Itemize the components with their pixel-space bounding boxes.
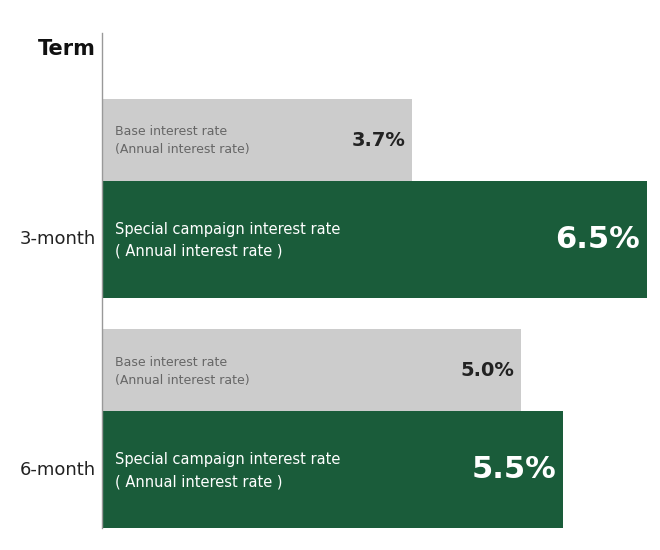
Text: (Annual interest rate): (Annual interest rate) — [115, 144, 250, 156]
Bar — [102, 99, 412, 181]
Text: Special campaign interest rate: Special campaign interest rate — [115, 452, 341, 468]
Text: 6.5%: 6.5% — [556, 225, 640, 254]
Text: ( Annual interest rate ): ( Annual interest rate ) — [115, 244, 283, 259]
Text: Special campaign interest rate: Special campaign interest rate — [115, 222, 341, 237]
Text: ( Annual interest rate ): ( Annual interest rate ) — [115, 474, 283, 490]
Text: Base interest rate: Base interest rate — [115, 355, 228, 368]
Text: 3.7%: 3.7% — [352, 130, 406, 150]
Text: (Annual interest rate): (Annual interest rate) — [115, 373, 250, 387]
Text: Term: Term — [38, 39, 96, 58]
Text: 5.0%: 5.0% — [461, 361, 515, 380]
Bar — [102, 181, 647, 298]
Bar — [102, 329, 521, 411]
Bar — [102, 411, 563, 528]
Text: 5.5%: 5.5% — [472, 455, 556, 484]
Text: Base interest rate: Base interest rate — [115, 125, 228, 138]
Text: 3-month: 3-month — [19, 230, 96, 249]
Text: 6-month: 6-month — [20, 461, 96, 478]
